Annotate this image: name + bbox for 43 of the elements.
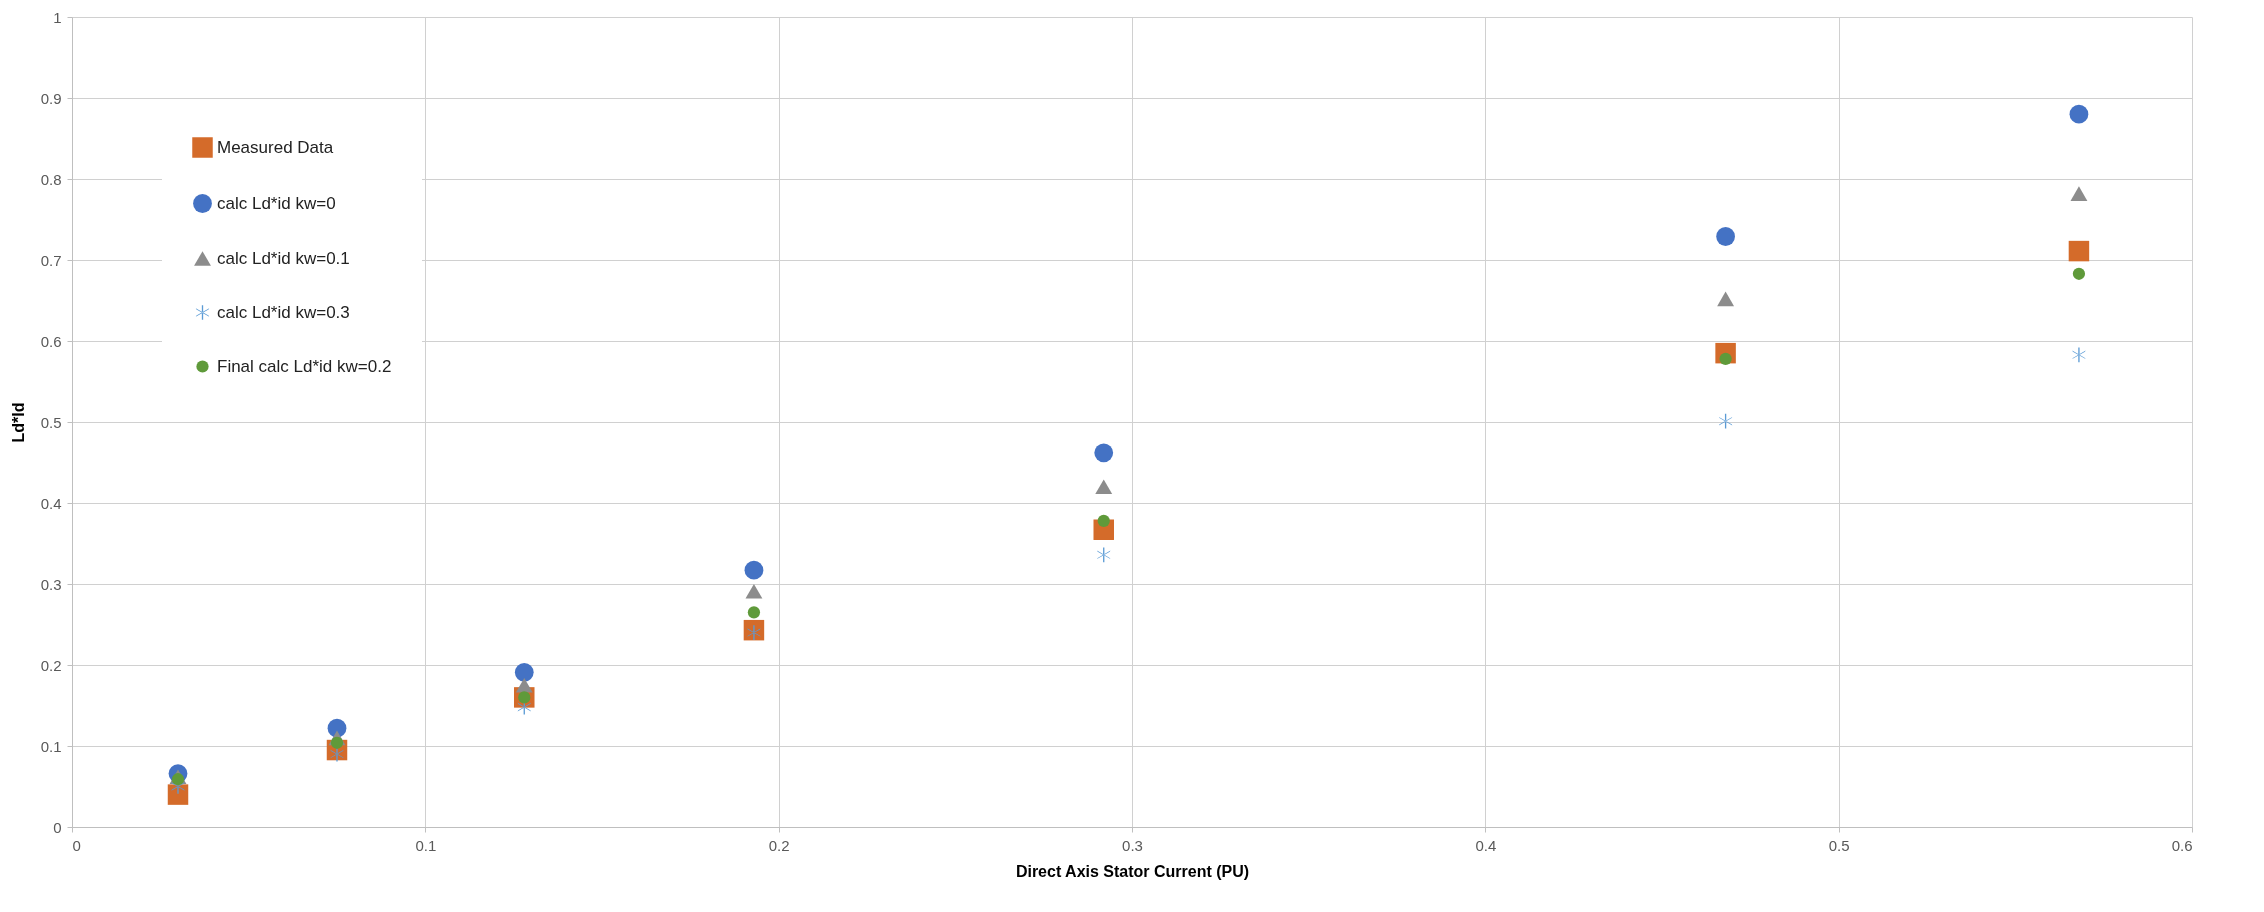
- x-tick-label: 0.2: [768, 836, 790, 854]
- legend-label: Final calc Ld*id kw=0.2: [217, 356, 392, 376]
- x-axis-title: Direct Axis Stator Current (PU): [1015, 862, 1250, 880]
- point: [2069, 104, 2089, 124]
- point: [2070, 186, 2088, 201]
- point: [514, 662, 534, 682]
- y-tick-label: 0: [53, 818, 62, 836]
- legend-label: calc Ld*id kw=0.1: [217, 248, 350, 268]
- point: [747, 606, 761, 619]
- x-tick-label: 0.6: [2171, 836, 2193, 854]
- y-axis-title: Ld*Id: [9, 402, 27, 443]
- y-tick-label: 0.6: [40, 332, 62, 350]
- point: [1097, 547, 1111, 563]
- point: [1095, 479, 1113, 495]
- point: [745, 583, 763, 599]
- point: [1718, 413, 1733, 429]
- y-tick-label: 0.9: [40, 89, 62, 107]
- point: [744, 560, 764, 580]
- y-tick-label: 0.4: [40, 494, 62, 512]
- legend-label: Measured Data: [217, 137, 334, 157]
- y-tick-label: 0.5: [40, 413, 62, 431]
- x-tick-label: 0.4: [1475, 836, 1497, 854]
- point: [2072, 267, 2086, 280]
- point: [1717, 291, 1735, 307]
- y-tick-label: 0.1: [40, 737, 62, 755]
- y-tick-label: 0.3: [40, 575, 62, 593]
- legend-label: calc Ld*id kw=0: [217, 193, 336, 213]
- x-tick-label: 0: [72, 836, 81, 854]
- point: [2068, 240, 2090, 262]
- point: [1716, 227, 1735, 246]
- x-tick-label: 0.5: [1828, 836, 1850, 854]
- y-tick-label: 0.7: [40, 251, 62, 269]
- y-tick-label: 1: [53, 8, 62, 26]
- y-tick-label: 0.8: [40, 170, 62, 188]
- x-tick-label: 0.1: [415, 836, 437, 854]
- point: [1097, 514, 1110, 527]
- legend-label: calc Ld*id kw=0.3: [217, 302, 350, 322]
- x-tick-label: 0.3: [1122, 836, 1143, 854]
- point: [330, 736, 344, 749]
- point: [2072, 347, 2086, 363]
- y-tick-label: 0.2: [40, 656, 62, 674]
- point: [515, 677, 533, 693]
- point: [1094, 443, 1114, 463]
